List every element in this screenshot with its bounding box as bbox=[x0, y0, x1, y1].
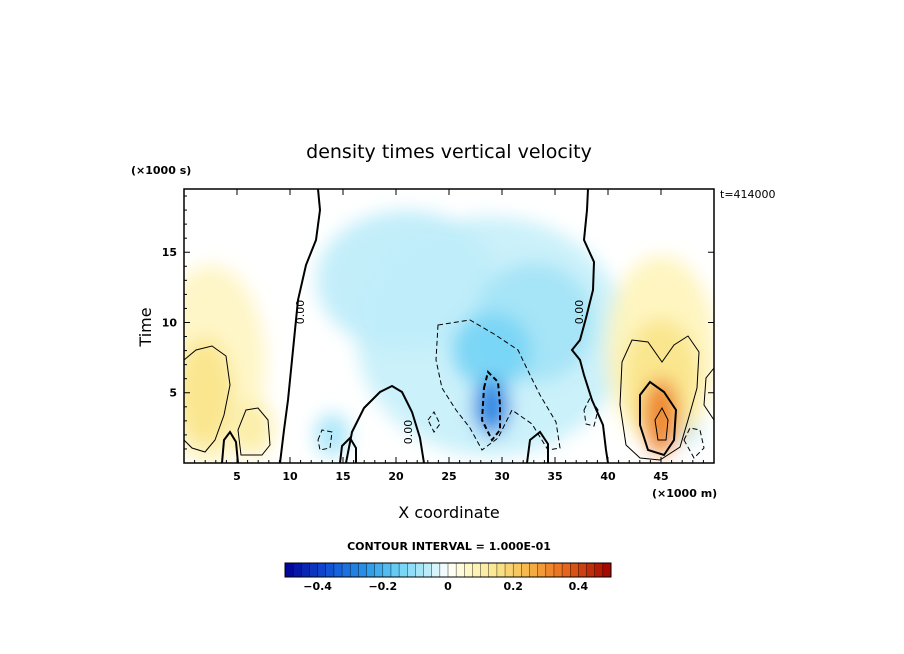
zero-contour-right bbox=[570, 189, 609, 463]
colorbar-tick-label: −0.2 bbox=[368, 580, 397, 593]
colorbar-swatch bbox=[496, 563, 506, 577]
colorbar-swatch bbox=[317, 563, 327, 577]
contour-pos-right-inner bbox=[639, 380, 678, 457]
colorbar-swatch bbox=[431, 563, 441, 577]
colorbar-swatch bbox=[301, 563, 310, 577]
colorbar-swatch bbox=[464, 563, 473, 577]
colorbar-swatch bbox=[285, 563, 294, 577]
y-unit-label: (×1000 s) bbox=[131, 164, 191, 177]
zero-label-left: 0.00 bbox=[294, 300, 307, 325]
blob-neg-upper bbox=[316, 210, 497, 351]
colorbar-swatch bbox=[602, 563, 612, 577]
colorbar-swatch bbox=[448, 563, 457, 577]
colorbar-swatch bbox=[399, 563, 408, 577]
zero-contour-mid bbox=[345, 384, 425, 463]
contour-pos-right-core bbox=[654, 406, 669, 441]
x-tick-label: 15 bbox=[335, 470, 350, 483]
colorbar-tick-label: 0 bbox=[444, 580, 452, 593]
colorbar-swatch bbox=[472, 563, 481, 577]
blob-pos-left bbox=[184, 337, 234, 448]
colorbar-tick-label: −0.4 bbox=[303, 580, 332, 593]
x-tick-label: 20 bbox=[388, 470, 404, 483]
colorbar-swatch bbox=[439, 563, 449, 577]
colorbar-swatch bbox=[537, 563, 547, 577]
colorbar-swatch bbox=[553, 563, 563, 577]
x-axis: 5 10 15 20 25 30 35 40 45 bbox=[194, 189, 704, 483]
colorbar-swatch bbox=[333, 563, 343, 577]
colorbar-swatch bbox=[325, 563, 335, 577]
y-axis-label: Time bbox=[136, 307, 155, 347]
x-tick-label: 25 bbox=[441, 470, 456, 483]
blob-neg-center bbox=[451, 312, 532, 389]
colorbar-swatch bbox=[562, 563, 571, 577]
x-tick-label: 40 bbox=[600, 470, 616, 483]
colorbar-swatch bbox=[505, 563, 514, 577]
blob-pos-right-core bbox=[643, 378, 679, 455]
colorbar-swatch bbox=[390, 563, 400, 577]
contour-neg-center-outer bbox=[435, 319, 561, 451]
colorbar-swatch bbox=[350, 563, 359, 577]
colorbar: −0.4 −0.2 0 0.2 0.4 bbox=[284, 562, 612, 593]
colorbar-swatch bbox=[521, 563, 530, 577]
colorbar-tick-label: 0.2 bbox=[503, 580, 523, 593]
colorbar-swatch bbox=[480, 563, 490, 577]
colorbar-swatch bbox=[594, 563, 604, 577]
colorbar-swatch bbox=[342, 563, 351, 577]
contour-pos-left-inner bbox=[237, 407, 271, 456]
x-unit-label: (×1000 m) bbox=[652, 487, 717, 500]
colorbar-swatch bbox=[488, 563, 498, 577]
contour-neg-center-inner bbox=[480, 370, 501, 442]
x-axis-label: X coordinate bbox=[398, 503, 499, 522]
zero-label-mid: 0.00 bbox=[402, 420, 415, 445]
x-tick-label: 35 bbox=[547, 470, 562, 483]
colorbar-swatch bbox=[366, 563, 376, 577]
colorbar-swatch bbox=[529, 563, 539, 577]
time-label: t=414000 bbox=[720, 188, 776, 201]
y-tick-label: 10 bbox=[162, 316, 178, 329]
x-tick-label: 45 bbox=[653, 470, 668, 483]
x-tick-label: 10 bbox=[282, 470, 298, 483]
colorbar-swatch bbox=[374, 563, 384, 577]
zero-label-right: 0.00 bbox=[573, 300, 586, 325]
colorbar-swatch bbox=[570, 563, 579, 577]
contour-neg-right bbox=[683, 427, 705, 459]
contour-interval-label: CONTOUR INTERVAL = 1.000E-01 bbox=[347, 540, 551, 553]
colorbar-swatch bbox=[423, 563, 433, 577]
zero-contour-left bbox=[279, 189, 322, 463]
colorbar-swatch bbox=[293, 563, 302, 577]
colorbar-swatch bbox=[586, 563, 596, 577]
colorbar-swatch bbox=[415, 563, 424, 577]
contour-pos-right-edge bbox=[703, 367, 714, 421]
y-tick-label: 5 bbox=[169, 387, 177, 400]
contour-pos-right-outer bbox=[619, 335, 700, 461]
zero-contour-small-mid bbox=[339, 436, 357, 463]
colorbar-swatch bbox=[358, 563, 367, 577]
x-tick-label: 5 bbox=[233, 470, 241, 483]
zero-contour-small-left bbox=[221, 430, 239, 463]
colorbar-swatch bbox=[545, 563, 555, 577]
field-plot: 0.00 0.00 0.00 bbox=[184, 189, 714, 463]
contour-neg-small-1 bbox=[317, 429, 333, 451]
y-tick-label: 15 bbox=[162, 246, 177, 259]
colorbar-swatch bbox=[513, 563, 522, 577]
colorbar-swatch bbox=[407, 563, 416, 577]
colorbar-tick-label: 0.4 bbox=[569, 580, 589, 593]
colorbar-swatch bbox=[309, 563, 318, 577]
y-axis: 5 10 15 bbox=[162, 195, 714, 450]
colorbar-swatch bbox=[456, 563, 465, 577]
x-tick-label: 30 bbox=[494, 470, 510, 483]
contour-pos-left-outer bbox=[184, 345, 231, 453]
chart-title: density times vertical velocity bbox=[306, 141, 592, 163]
contour-neg-small-2 bbox=[583, 397, 599, 427]
colorbar-swatch bbox=[382, 563, 392, 577]
blob-neg-left bbox=[314, 412, 351, 457]
colorbar-swatch bbox=[578, 563, 587, 577]
